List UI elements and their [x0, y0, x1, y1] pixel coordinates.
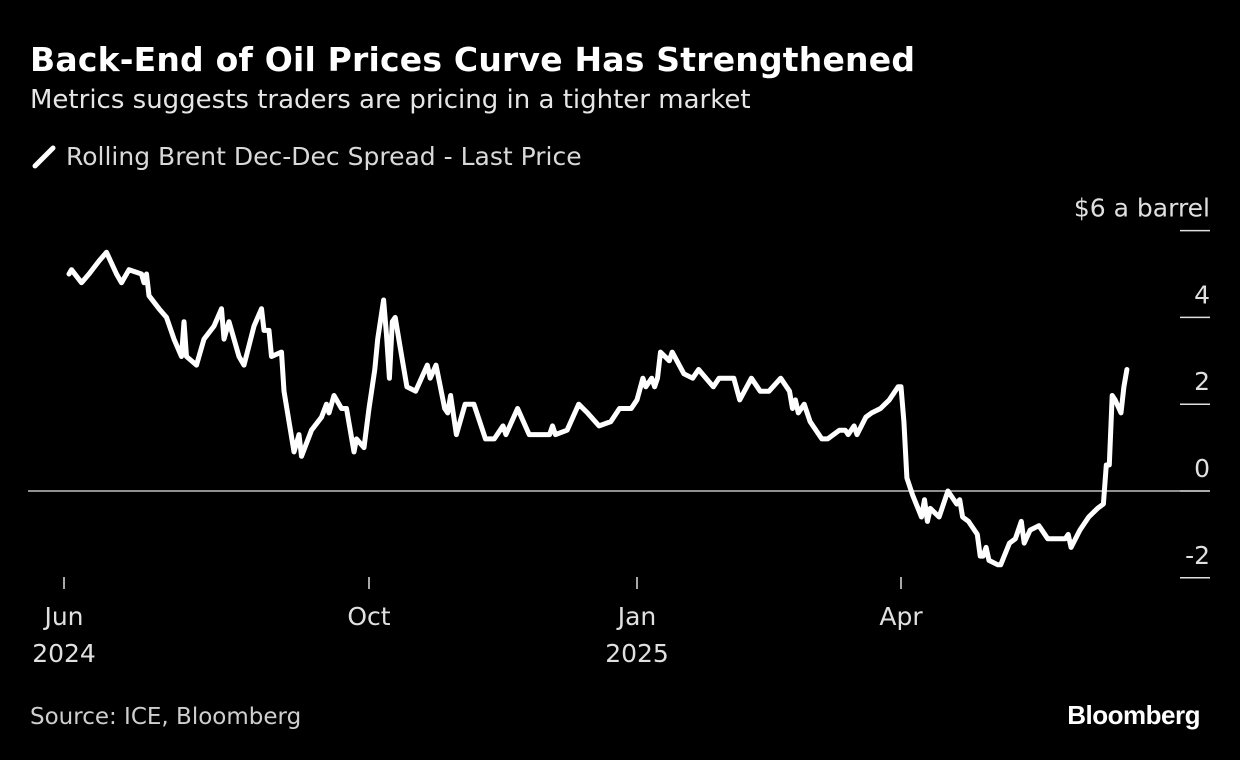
y-axis: $6 a barrel 4 2 0 -2	[1074, 194, 1210, 579]
x-tick-label: Jun	[42, 602, 83, 631]
x-tick-year-label: 2025	[605, 639, 669, 668]
y-tick-label: 0	[1194, 454, 1210, 483]
x-tick-label: Oct	[347, 602, 390, 631]
y-tick-label: -2	[1185, 541, 1210, 570]
x-axis: Jun 2024 Oct Jan 2025 Apr	[32, 577, 923, 668]
source-note: Source: ICE, Bloomberg	[30, 704, 302, 730]
chart-title: Back-End of Oil Prices Curve Has Strengt…	[30, 40, 916, 79]
chart-subtitle: Metrics suggests traders are pricing in …	[30, 85, 751, 115]
y-tick-label: 2	[1194, 367, 1210, 396]
y-tick-label: $6 a barrel	[1074, 194, 1210, 223]
legend-label: Rolling Brent Dec-Dec Spread - Last Pric…	[66, 142, 582, 171]
x-tick-label: Jan	[616, 602, 657, 631]
series-line	[66, 249, 1130, 568]
legend: Rolling Brent Dec-Dec Spread - Last Pric…	[32, 142, 582, 171]
bloomberg-logo: Bloomberg	[1067, 700, 1200, 730]
y-tick-label: 4	[1194, 280, 1210, 309]
x-tick-label: Apr	[879, 602, 923, 631]
legend-line-icon	[32, 145, 56, 168]
x-tick-year-label: 2024	[32, 639, 96, 668]
